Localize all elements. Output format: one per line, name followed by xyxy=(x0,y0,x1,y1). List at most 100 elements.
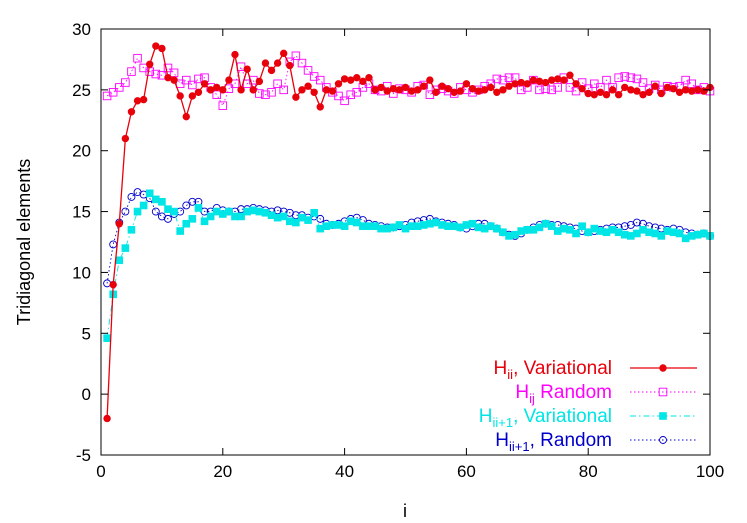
data-point xyxy=(432,88,440,96)
data-point xyxy=(213,83,221,92)
data-point xyxy=(651,82,659,90)
data-point xyxy=(188,80,197,90)
legend-label-main: H xyxy=(479,406,493,427)
data-point xyxy=(547,76,556,84)
data-point xyxy=(480,86,489,94)
data-point xyxy=(103,334,111,342)
data-point xyxy=(139,201,148,210)
data-point xyxy=(279,85,288,95)
data-point xyxy=(377,83,385,92)
data-point xyxy=(560,76,568,84)
data-point xyxy=(206,86,215,94)
data-point xyxy=(206,212,215,221)
data-point xyxy=(504,73,514,82)
data-point xyxy=(505,82,513,90)
data-point xyxy=(322,86,331,94)
legend-label: Hii+1, Random xyxy=(495,430,612,454)
data-point xyxy=(115,83,124,92)
data-point xyxy=(182,219,191,228)
x-axis-label: i xyxy=(403,501,407,521)
y-tick-label: 25 xyxy=(72,81,91,100)
data-point xyxy=(413,86,422,94)
legend-label-main: H xyxy=(495,430,509,451)
data-point xyxy=(456,87,465,95)
data-point xyxy=(450,88,458,96)
data-point xyxy=(389,84,398,93)
data-point xyxy=(590,91,598,99)
data-point xyxy=(675,229,684,238)
data-point xyxy=(334,80,343,88)
legend-label-rest: Random xyxy=(535,382,612,403)
data-point xyxy=(596,88,605,96)
data-point xyxy=(152,42,160,50)
data-point xyxy=(316,103,324,111)
data-point xyxy=(212,90,221,99)
legend-label-rest: , Variational xyxy=(513,406,612,427)
data-point xyxy=(219,86,227,94)
data-point xyxy=(230,79,240,89)
data-point xyxy=(109,280,117,289)
data-point xyxy=(158,44,166,53)
data-point xyxy=(273,206,282,215)
data-point xyxy=(487,83,495,92)
data-point xyxy=(170,76,178,84)
data-point xyxy=(133,53,142,63)
data-point xyxy=(346,90,355,99)
data-point xyxy=(401,83,410,92)
data-point xyxy=(127,67,136,76)
axes-layer: 0 20 40 60 80 100 -5 0 5 10 15 20 25 30 xyxy=(72,20,724,481)
y-tick-label: 5 xyxy=(82,324,91,343)
y-axis-label: Tridiagonal elements xyxy=(14,159,34,325)
data-point xyxy=(638,78,648,87)
data-point xyxy=(194,74,203,84)
data-point xyxy=(493,88,501,96)
data-point xyxy=(273,79,282,89)
data-point xyxy=(231,50,239,59)
data-point xyxy=(286,61,294,70)
data-point xyxy=(261,90,270,99)
data-point xyxy=(632,218,641,227)
data-point xyxy=(566,71,574,79)
data-point xyxy=(572,229,580,238)
y-tick-label: 30 xyxy=(72,20,91,39)
data-point xyxy=(340,96,349,106)
data-point xyxy=(176,92,184,100)
y-tick-label: 10 xyxy=(72,263,91,282)
data-point xyxy=(547,222,556,230)
data-point xyxy=(547,85,556,95)
y-tick-label: 15 xyxy=(72,203,91,222)
data-point xyxy=(359,77,367,86)
data-point xyxy=(620,222,629,231)
data-point xyxy=(194,88,203,96)
data-point xyxy=(608,86,617,94)
data-point xyxy=(164,214,172,223)
data-point xyxy=(352,88,362,97)
y-tick-label: 0 xyxy=(82,385,91,404)
data-point xyxy=(237,86,245,94)
data-point xyxy=(681,86,690,94)
data-point xyxy=(304,82,312,90)
data-point xyxy=(103,414,111,423)
series-layer xyxy=(102,42,715,423)
data-point xyxy=(151,207,160,216)
data-point xyxy=(499,86,507,94)
data-point xyxy=(371,86,379,94)
data-point xyxy=(492,74,502,84)
legend-label-rest: , Variational xyxy=(513,358,612,379)
data-point xyxy=(554,75,562,83)
data-point xyxy=(621,83,629,92)
data-point xyxy=(127,226,136,234)
data-point xyxy=(535,85,544,95)
data-point xyxy=(572,80,580,88)
data-point xyxy=(426,76,434,84)
data-point xyxy=(267,66,276,75)
series-1 xyxy=(102,51,715,110)
data-point xyxy=(298,86,306,94)
data-point xyxy=(255,77,264,86)
data-point xyxy=(620,72,629,81)
data-point xyxy=(273,59,282,67)
data-point xyxy=(383,87,391,95)
data-point xyxy=(115,220,123,228)
data-point xyxy=(225,76,233,84)
